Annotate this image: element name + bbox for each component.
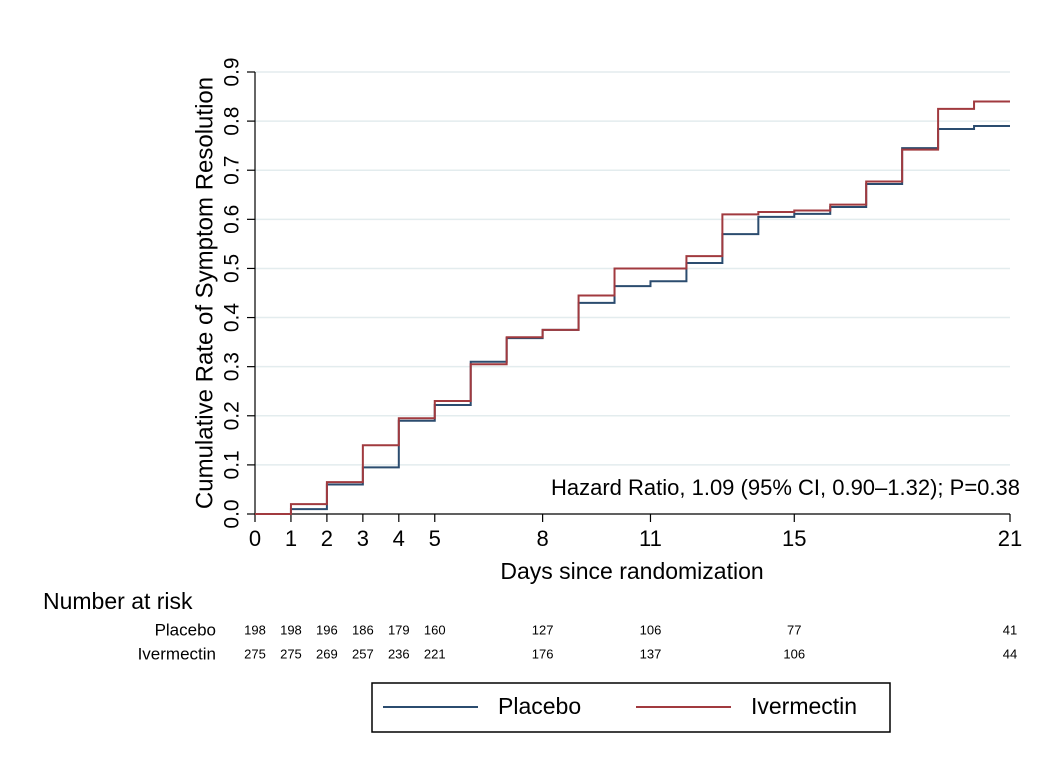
annotation: Hazard Ratio, 1.09 (95% CI, 0.90–1.32); … — [551, 475, 1020, 500]
risk-count: 186 — [352, 622, 374, 637]
y-tick-label: 0.6 — [221, 205, 244, 234]
x-tick-label: 8 — [536, 526, 548, 551]
legend-label: Placebo — [498, 693, 581, 719]
risk-row-label: Ivermectin — [138, 644, 216, 663]
x-tick-label: 15 — [782, 526, 806, 551]
risk-count: 106 — [640, 622, 662, 637]
step-line — [255, 125, 1010, 515]
y-tick-label: 0.1 — [221, 450, 244, 479]
risk-count: 41 — [1003, 622, 1017, 637]
y-tick-label: 0.8 — [221, 107, 244, 136]
risk-count: 160 — [424, 622, 446, 637]
x-tick-label: 3 — [357, 526, 369, 551]
risk-count: 77 — [787, 622, 801, 637]
y-tick-label: 0.7 — [221, 156, 244, 185]
risk-row-label: Placebo — [155, 620, 216, 639]
risk-count: 257 — [352, 646, 374, 661]
risk-count: 196 — [316, 622, 338, 637]
risk-count: 221 — [424, 646, 446, 661]
risk-count: 106 — [783, 646, 805, 661]
x-tick-label: 0 — [249, 526, 261, 551]
y-axis-label: Cumulative Rate of Symptom Resolution — [191, 77, 218, 509]
y-tick-label: 0.2 — [221, 401, 244, 430]
risk-count: 198 — [244, 622, 266, 637]
step-line — [255, 100, 1010, 515]
y-tick-label: 0.5 — [221, 254, 244, 283]
risk-count: 275 — [244, 646, 266, 661]
risk-count: 236 — [388, 646, 410, 661]
y-tick-label: 0.9 — [221, 57, 244, 86]
risk-table-title: Number at risk — [43, 588, 193, 614]
risk-count: 179 — [388, 622, 410, 637]
x-tick-label: 2 — [321, 526, 333, 551]
y-tick-label: 0.3 — [221, 352, 244, 381]
x-tick-label: 1 — [285, 526, 297, 551]
risk-count: 44 — [1003, 646, 1017, 661]
x-tick-label: 5 — [429, 526, 441, 551]
x-tick-label: 11 — [639, 526, 662, 551]
y-tick-label: 0.4 — [221, 303, 244, 333]
risk-count: 176 — [532, 646, 554, 661]
risk-count: 269 — [316, 646, 338, 661]
x-axis-label: Days since randomization — [500, 558, 763, 584]
y-tick-label: 0.0 — [221, 499, 244, 528]
risk-count: 198 — [280, 622, 302, 637]
risk-count: 137 — [640, 646, 662, 661]
risk-count: 275 — [280, 646, 302, 661]
x-tick-label: 4 — [393, 526, 405, 551]
legend-label: Ivermectin — [751, 693, 857, 719]
risk-count: 127 — [532, 622, 554, 637]
x-tick-label: 21 — [998, 526, 1022, 551]
